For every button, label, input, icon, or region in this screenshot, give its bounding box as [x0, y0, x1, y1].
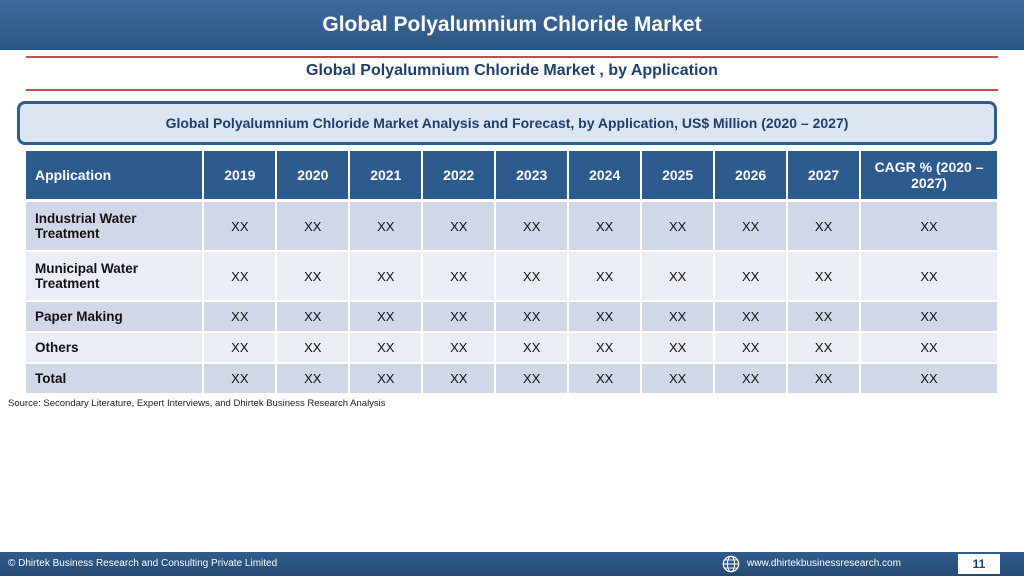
table-row: Others XX XX XX XX XX XX XX XX XX XX — [26, 332, 999, 364]
table-cell: XX — [276, 363, 351, 395]
table-cell: XX — [349, 200, 424, 252]
table-cell: XX — [495, 251, 570, 302]
table-cell: XX — [641, 200, 716, 252]
column-header-2023: 2023 — [495, 151, 570, 202]
globe-icon — [722, 555, 740, 573]
table-cell: XX — [714, 332, 789, 364]
top-divider — [26, 56, 998, 58]
table-cell: XX — [568, 363, 643, 395]
page-number: 11 — [958, 554, 1000, 574]
table-cell: XX — [787, 200, 862, 252]
row-label: Municipal Water Treatment — [26, 251, 205, 302]
table-cell: XX — [860, 301, 999, 333]
row-label: Total — [26, 363, 205, 395]
column-header-2025: 2025 — [641, 151, 716, 202]
table-cell: XX — [860, 200, 999, 252]
table-cell: XX — [714, 363, 789, 395]
row-label: Industrial Water Treatment — [26, 200, 205, 252]
table-cell: XX — [422, 332, 497, 364]
column-header-2019: 2019 — [203, 151, 278, 202]
table-cell: XX — [568, 200, 643, 252]
table-cell: XX — [276, 251, 351, 302]
table-cell: XX — [495, 200, 570, 252]
table-cell: XX — [422, 251, 497, 302]
table-cell: XX — [203, 200, 278, 252]
table-cell: XX — [203, 332, 278, 364]
slide-header: Global Polyalumnium Chloride Market — [0, 0, 1024, 50]
table-cell: XX — [203, 251, 278, 302]
slide-footer: © Dhirtek Business Research and Consulti… — [0, 552, 1024, 576]
table-caption-banner: Global Polyalumnium Chloride Market Anal… — [17, 101, 997, 145]
column-header-2021: 2021 — [349, 151, 424, 202]
table-cell: XX — [276, 200, 351, 252]
table-cell: XX — [495, 301, 570, 333]
table-header-row: Application 2019 2020 2021 2022 2023 202… — [26, 151, 999, 202]
column-header-application: Application — [26, 151, 205, 202]
copyright-text: © Dhirtek Business Research and Consulti… — [8, 558, 278, 569]
table-cell: XX — [860, 363, 999, 395]
table-cell: XX — [422, 301, 497, 333]
table-cell: XX — [714, 200, 789, 252]
table-cell: XX — [860, 251, 999, 302]
table-cell: XX — [714, 251, 789, 302]
table-cell: XX — [787, 301, 862, 333]
column-header-2027: 2027 — [787, 151, 862, 202]
table-cell: XX — [568, 301, 643, 333]
column-header-2022: 2022 — [422, 151, 497, 202]
table-cell: XX — [568, 332, 643, 364]
table-cell: XX — [495, 332, 570, 364]
table-body: Industrial Water Treatment XX XX XX XX XX XX XX… — [26, 200, 999, 395]
table-cell: XX — [495, 363, 570, 395]
row-label: Paper Making — [26, 301, 205, 333]
table-cell: XX — [203, 363, 278, 395]
table-cell: XX — [787, 251, 862, 302]
column-header-2024: 2024 — [568, 151, 643, 202]
table-cell: XX — [349, 301, 424, 333]
column-header-2026: 2026 — [714, 151, 789, 202]
table-row: Total XX XX XX XX XX XX XX XX XX XX — [26, 363, 999, 395]
table-cell: XX — [641, 332, 716, 364]
table-cell: XX — [422, 200, 497, 252]
market-table: Application 2019 2020 2021 2022 2023 202… — [26, 151, 999, 395]
table-cell: XX — [203, 301, 278, 333]
table-cell: XX — [714, 301, 789, 333]
table-caption: Global Polyalumnium Chloride Market Anal… — [165, 115, 849, 131]
table-row: Municipal Water Treatment XX XX XX XX XX XX XX X… — [26, 251, 999, 302]
table-cell: XX — [349, 363, 424, 395]
table-cell: XX — [276, 301, 351, 333]
table-cell: XX — [276, 332, 351, 364]
column-header-2020: 2020 — [276, 151, 351, 202]
table-cell: XX — [349, 332, 424, 364]
table-cell: XX — [349, 251, 424, 302]
table-cell: XX — [641, 363, 716, 395]
source-note: Source: Secondary Literature, Expert Int… — [8, 398, 386, 409]
table-cell: XX — [641, 251, 716, 302]
bottom-divider — [26, 89, 998, 91]
table-cell: XX — [860, 332, 999, 364]
slide-title: Global Polyalumnium Chloride Market — [322, 13, 702, 36]
column-header-cagr: CAGR % (2020 – 2027) — [860, 151, 999, 202]
table-cell: XX — [787, 332, 862, 364]
table-cell: XX — [422, 363, 497, 395]
website-link[interactable]: www.dhirtekbusinessresearch.com — [747, 558, 901, 569]
table-cell: XX — [641, 301, 716, 333]
table-row: Paper Making XX XX XX XX XX XX XX XX XX XX — [26, 301, 999, 333]
table-row: Industrial Water Treatment XX XX XX XX XX XX XX… — [26, 200, 999, 252]
table-cell: XX — [787, 363, 862, 395]
section-subtitle: Global Polyalumnium Chloride Market , by… — [306, 62, 718, 79]
row-label: Others — [26, 332, 205, 364]
table-cell: XX — [568, 251, 643, 302]
